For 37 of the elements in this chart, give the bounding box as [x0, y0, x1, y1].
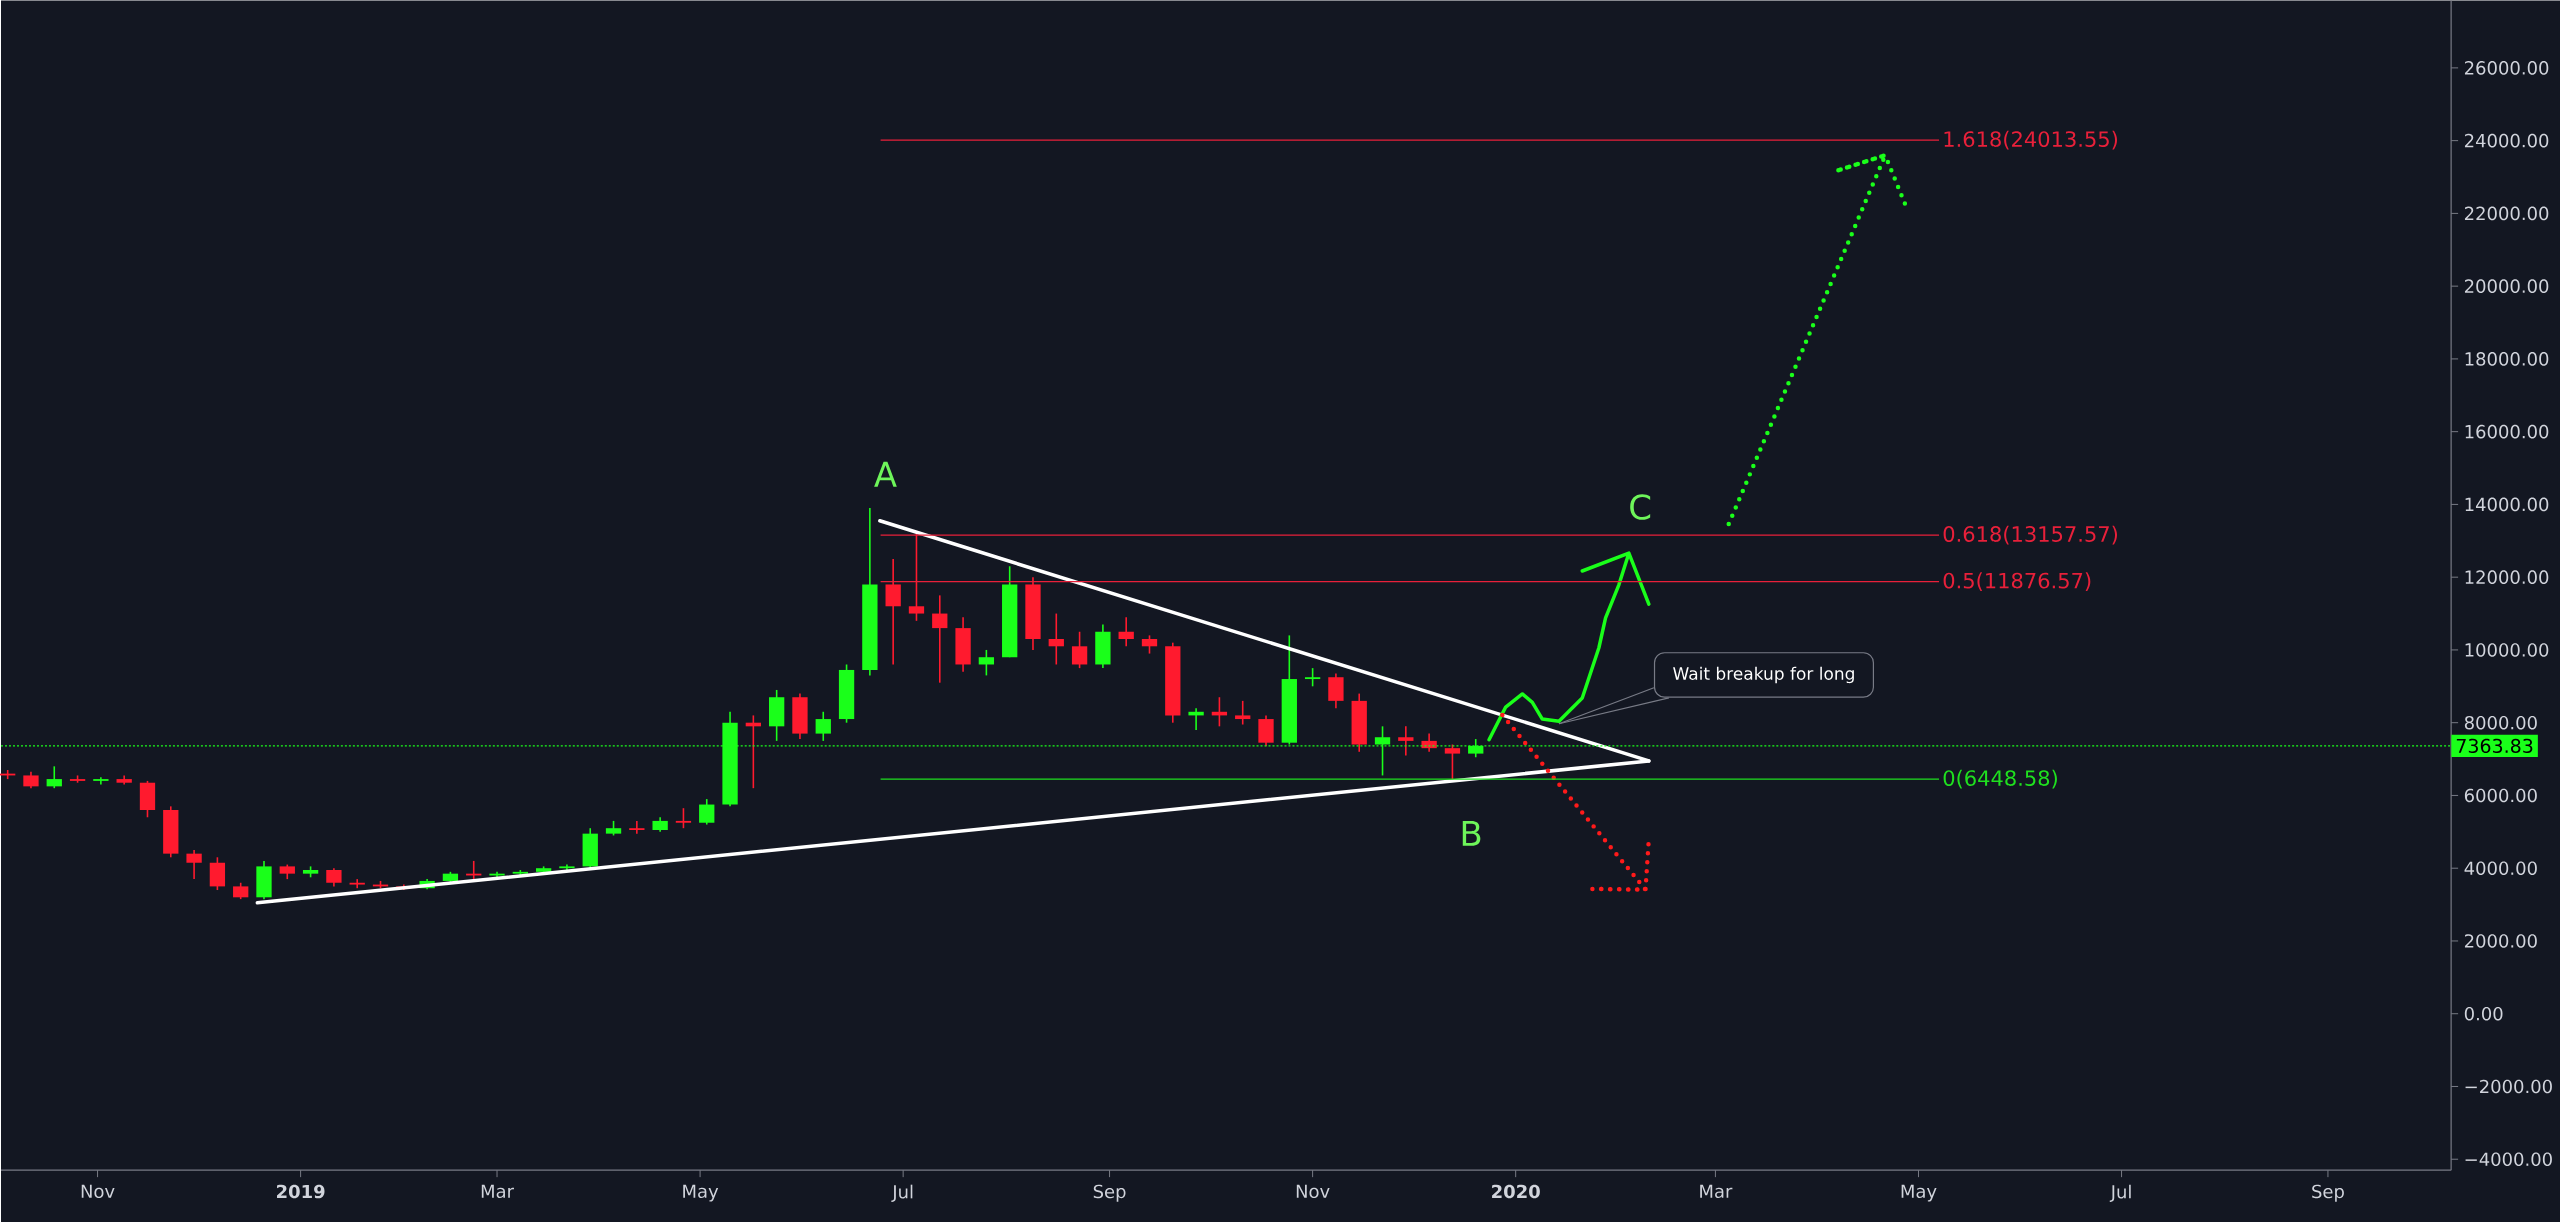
y-tick-label: −2000.00: [2465, 1079, 2552, 1094]
x-tick-label: Nov: [81, 1184, 115, 1198]
y-tick-label: 20000.00: [2464, 279, 2549, 293]
y-tick-label: 16000.00: [2465, 424, 2549, 439]
y-tick-label: 10000.00: [2465, 643, 2549, 657]
annotation: Wait breakup for long: [1673, 666, 1854, 684]
y-tick-label: 14000.00: [2465, 497, 2549, 512]
y-tick-label: 8000.00: [2464, 715, 2537, 730]
x-tick-label: Mar: [1700, 1184, 1733, 1198]
annotation: C: [1630, 494, 1651, 520]
y-tick-label: 12000.00: [2465, 570, 2549, 584]
ref-line-label: 0.5(11876.57): [1943, 572, 2091, 591]
y-tick-label: 6000.00: [2464, 788, 2537, 803]
x-tick-label: Sep: [1093, 1184, 1126, 1202]
x-tick-label: May: [1901, 1184, 1937, 1202]
x-tick-label: Jul: [2109, 1184, 2131, 1202]
annotation: B: [1462, 820, 1481, 846]
x-tick-label: 2020: [1492, 1184, 1540, 1199]
y-tick-label: 0.00: [2464, 1006, 2503, 1021]
ref-line-label: 1.618(24013.55): [1944, 130, 2118, 150]
y-tick-label: 4000.00: [2464, 861, 2537, 875]
x-tick-label: Nov: [1296, 1184, 1330, 1198]
x-tick-label: Jul: [891, 1184, 913, 1202]
y-tick-label: 18000.00: [2465, 352, 2549, 366]
ref-line-label: 0(6448.58): [1943, 769, 2057, 789]
y-tick-label: 2000.00: [2464, 934, 2537, 948]
x-tick-label: 2019: [277, 1184, 325, 1199]
y-tick-label: −4000.00: [2465, 1152, 2552, 1166]
y-tick-label: 22000.00: [2464, 206, 2549, 221]
ref-line-label: 7363.83: [2456, 738, 2533, 753]
ref-line-label: 0.618(13157.57): [1943, 525, 2118, 545]
y-tick-label: 26000.00: [2464, 61, 2549, 75]
x-tick-label: Mar: [481, 1184, 514, 1198]
y-tick-label: 24000.00: [2464, 133, 2549, 148]
annotation: A: [874, 461, 897, 487]
x-tick-label: Sep: [2312, 1184, 2344, 1202]
x-tick-label: May: [683, 1184, 719, 1202]
